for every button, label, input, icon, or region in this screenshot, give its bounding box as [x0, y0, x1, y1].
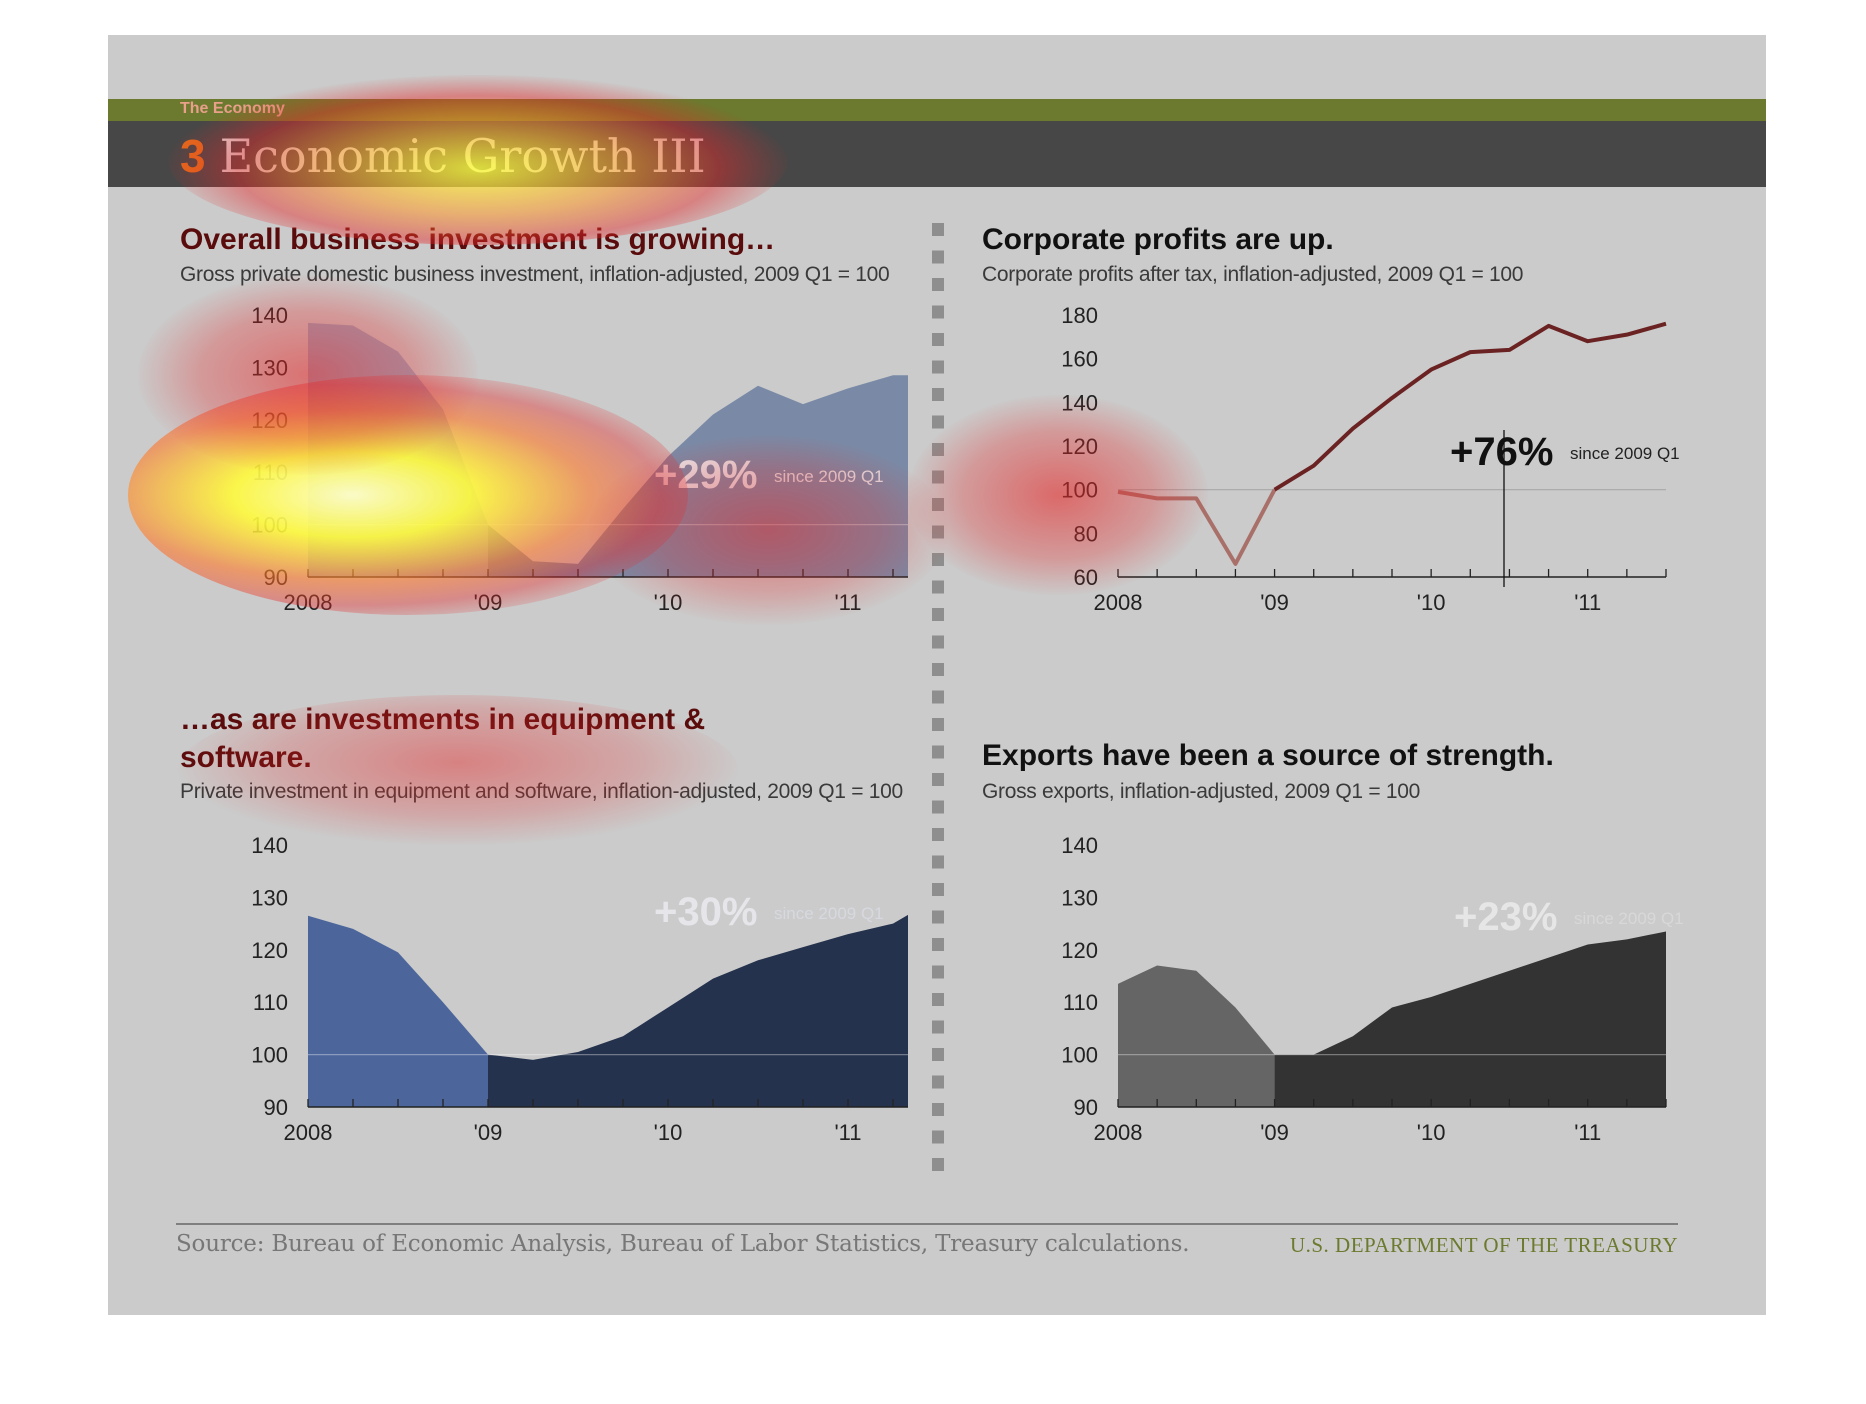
y-tick-label: 120: [1061, 434, 1098, 459]
y-tick-label: 90: [264, 565, 288, 590]
area-post-2009: [488, 914, 908, 1107]
y-tick-label: 60: [1074, 565, 1098, 590]
annotation-value: +29%: [654, 453, 757, 497]
slide-title: 3 Economic Growth III: [180, 129, 706, 183]
y-tick-label: 160: [1061, 347, 1098, 372]
y-tick-label: 110: [253, 460, 288, 485]
panel-subtitle-exports: Gross exports, inflation-adjusted, 2009 …: [982, 780, 1420, 803]
area-pre-2009: [308, 915, 488, 1107]
x-tick-label: '11: [834, 590, 861, 615]
y-tick-label: 130: [251, 355, 288, 380]
y-tick-label: 140: [1061, 833, 1098, 858]
line-pre-2009: [1117, 488, 1277, 566]
area-pre-2009: [1118, 965, 1275, 1107]
y-tick-label: 140: [1061, 390, 1098, 415]
slide: The Economy 3 Economic Growth III Overall…: [108, 35, 1766, 1315]
x-tick-label: '10: [654, 590, 683, 615]
panel-subtitle-business-investment: Gross private domestic business investme…: [180, 263, 890, 286]
y-tick-label: 100: [251, 513, 288, 538]
panel-title-business-investment: Overall business investment is growing…: [180, 223, 776, 256]
line-post-2009: [1273, 321, 1667, 492]
x-tick-label: '09: [474, 1120, 503, 1145]
footer-rule: [176, 1223, 1678, 1225]
x-tick-label: '09: [1260, 1120, 1289, 1145]
x-tick-label: '11: [834, 1120, 861, 1145]
annotation-note: since 2009 Q1: [1574, 909, 1684, 928]
annotation-note: since 2009 Q1: [774, 467, 884, 486]
y-tick-label: 100: [1061, 478, 1098, 503]
y-tick-label: 110: [1063, 990, 1098, 1015]
panel-title-equipment-software: …as are investments in equipment & softw…: [180, 703, 706, 774]
panel-subtitle-corporate-profits: Corporate profits after tax, inflation-a…: [982, 263, 1524, 286]
source-note: Source: Bureau of Economic Analysis, Bur…: [176, 1231, 1190, 1257]
y-tick-label: 140: [251, 305, 288, 328]
y-tick-label: 130: [251, 885, 288, 910]
y-tick-label: 100: [251, 1043, 288, 1068]
y-tick-label: 120: [251, 938, 288, 963]
annotation-note: since 2009 Q1: [774, 904, 884, 923]
slide-number: 3: [180, 130, 206, 182]
section-label: The Economy: [180, 100, 285, 117]
panel-title-corporate-profits: Corporate profits are up.: [982, 223, 1334, 256]
y-tick-label: 80: [1074, 521, 1098, 546]
slide-title-text: Economic Growth III: [219, 129, 706, 183]
x-tick-label: '11: [1574, 590, 1601, 615]
chart-exports: 2008 '09 '10 '11 90 100 110 120 130 140 +23% since …: [1061, 833, 1684, 1145]
x-tick-label: 2008: [284, 1120, 333, 1145]
y-tick-label: 110: [253, 990, 288, 1015]
annotation-note: since 2009 Q1: [1570, 444, 1680, 463]
x-tick-label: 2008: [1094, 1120, 1143, 1145]
x-tick-label: '10: [1417, 1120, 1446, 1145]
y-tick-label: 120: [1061, 938, 1098, 963]
x-tick-label: '09: [1260, 590, 1289, 615]
x-tick-label: '10: [1417, 590, 1446, 615]
y-tick-label: 180: [1061, 305, 1098, 328]
panel-subtitle-equipment-software: Private investment in equipment and soft…: [180, 780, 903, 803]
annotation-value: +30%: [654, 890, 757, 934]
x-tick-label: '10: [654, 1120, 683, 1145]
y-tick-label: 90: [264, 1095, 288, 1120]
header-stripe: [108, 99, 1766, 121]
area-post-2009: [1274, 931, 1666, 1107]
area-pre-2009: [308, 322, 488, 577]
y-tick-label: 90: [1074, 1095, 1098, 1120]
chart-corporate-profits: 2008 '09 '10 '11 60 80 100 120 140 160 180 +76% sinc…: [1061, 305, 1680, 615]
y-tick-label: 120: [251, 408, 288, 433]
x-tick-label: 2008: [284, 590, 333, 615]
x-tick-label: 2008: [1094, 590, 1143, 615]
department-name: U.S. DEPARTMENT OF THE TREASURY: [1289, 1233, 1678, 1257]
chart-business-investment: 2008 '09 '10 '11 90 100 110 120 130 140 +29% since …: [251, 305, 908, 615]
y-tick-label: 140: [251, 833, 288, 858]
x-tick-label: '09: [474, 590, 503, 615]
x-tick-label: '11: [1574, 1120, 1601, 1145]
y-tick-label: 130: [1061, 885, 1098, 910]
y-tick-label: 100: [1061, 1043, 1098, 1068]
annotation-value: +23%: [1454, 895, 1557, 939]
panel-title-exports: Exports have been a source of strength.: [982, 739, 1554, 772]
panel-divider: [932, 223, 944, 1173]
annotation-value: +76%: [1450, 430, 1553, 474]
chart-equipment-software: 2008 '09 '10 '11 90 100 110 120 130 140 +30% since …: [251, 833, 908, 1145]
